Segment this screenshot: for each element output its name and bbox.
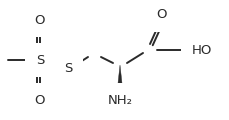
Text: O: O	[156, 9, 166, 21]
Text: HO: HO	[191, 44, 211, 57]
Text: O: O	[35, 93, 45, 107]
Text: S: S	[63, 61, 72, 75]
Text: NH₂: NH₂	[107, 93, 132, 107]
Text: O: O	[35, 14, 45, 27]
Text: S: S	[36, 54, 44, 66]
Polygon shape	[117, 65, 122, 90]
